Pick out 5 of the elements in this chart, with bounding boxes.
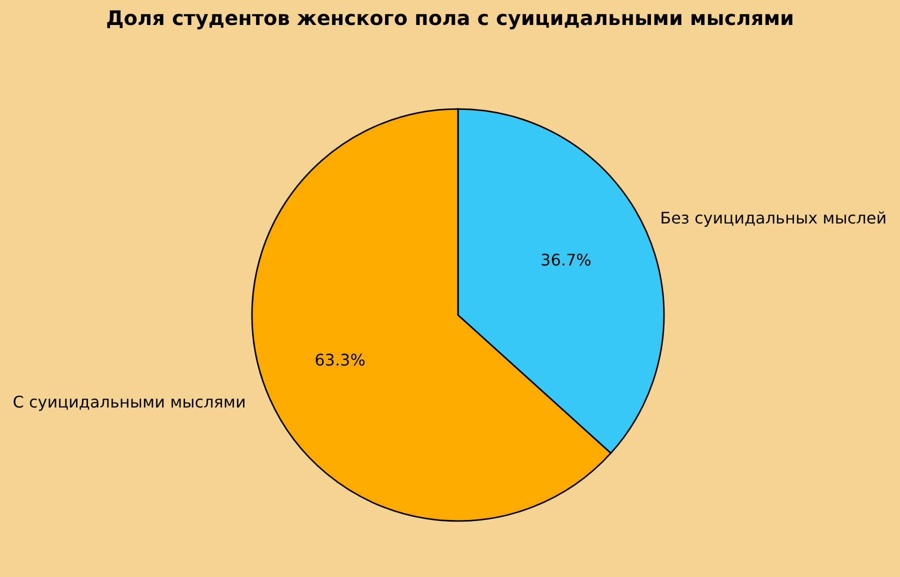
slice-label: С суицидальными мыслями — [12, 392, 246, 412]
slice-label: Без суицидальных мыслей — [660, 208, 887, 228]
chart-title: Доля студентов женского пола с суицидальными мыслями — [104, 6, 796, 30]
data-label: 36.7% — [540, 250, 592, 270]
data-label: 63.3% — [314, 350, 366, 370]
